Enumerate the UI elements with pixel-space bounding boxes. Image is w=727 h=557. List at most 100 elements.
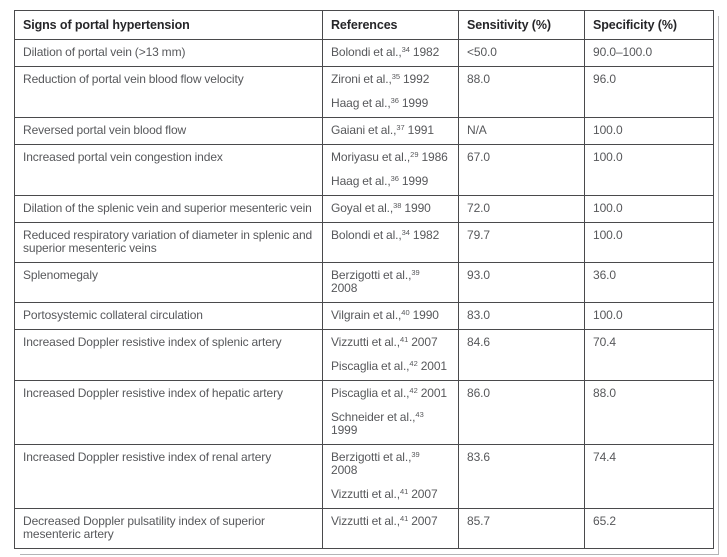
reference-number: 37 [396,123,405,132]
sensitivity-cell: <50.0 [458,39,585,67]
reference-number: 41 [399,335,409,344]
reference: Zironi et al.,35 1992 [331,72,430,86]
table-body: Dilation of portal vein (>13 mm) Bolondi … [14,39,714,549]
reference: Gaiani et al.,37 1991 [331,123,434,137]
references-cell: Bolondi et al.,34 1982 [322,222,459,263]
reference-number: 39 [411,268,420,277]
reference-number: 38 [393,201,402,210]
reference: Haag et al.,36 1999 [331,96,429,110]
table-row: Reduction of portal vein blood flow velo… [14,66,714,118]
sign-cell: Portosystemic collateral circulation [14,302,323,330]
sensitivity-cell: 83.6 [458,444,585,509]
reference-number: 29 [410,150,419,159]
specificity-cell: 90.0–100.0 [584,39,714,67]
sign-cell: Increased portal vein congestion index [14,144,323,196]
column-header-1: Signs of portal hypertension [14,10,323,40]
table-row: Reduced respiratory variation of diamete… [14,222,714,263]
specificity-cell: 100.0 [584,302,714,330]
sensitivity-cell: 79.7 [458,222,585,263]
specificity-cell: 100.0 [584,117,714,145]
table-row: Portosystemic collateral circulation Vilg… [14,302,714,330]
table-row: Increased Doppler resistive index of ren… [14,444,714,509]
references-cell: Goyal et al.,38 1990 [322,195,459,223]
reference-number: 43 [415,410,424,419]
sensitivity-cell: 67.0 [458,144,585,196]
specificity-cell: 70.4 [584,329,714,381]
reference: Berzigotti et al.,39 2008 [331,450,420,477]
reference: Vilgrain et al.,40 1990 [331,308,439,322]
sign-cell: Decreased Doppler pulsatility index of s… [14,508,323,549]
specificity-cell: 100.0 [584,195,714,223]
sign-cell: Reduced respiratory variation of diamete… [14,222,323,263]
table-row: Dilation of portal vein (>13 mm) Bolondi … [14,39,714,67]
sign-cell: Dilation of the splenic vein and superio… [14,195,323,223]
sign-cell: Increased Doppler resistive index of spl… [14,329,323,381]
reference-number: 42 [409,386,418,395]
reference: Piscaglia et al.,42 2001 [331,359,447,373]
specificity-cell: 100.0 [584,222,714,263]
specificity-cell: 36.0 [584,262,714,303]
specificity-cell: 96.0 [584,66,714,118]
sensitivity-cell: 85.7 [458,508,585,549]
references-cell: Vilgrain et al.,40 1990 [322,302,459,330]
reference-number: 39 [411,450,420,459]
reference: Vizzutti et al.,41 2007 [331,514,438,528]
table-row: Splenomegaly Berzigotti et al.,39 2008 93.0… [14,262,714,303]
table-row: Dilation of the splenic vein and superio… [14,195,714,223]
references-cell: Gaiani et al.,37 1991 [322,117,459,145]
column-header-4: Specificity (%) [584,10,714,40]
reference-number: 34 [401,228,410,237]
references-cell: Piscaglia et al.,42 2001 Schneider et al.… [322,380,459,445]
header-row: Signs of portal hypertension References Se… [14,10,714,40]
sensitivity-cell: 72.0 [458,195,585,223]
reference: Vizzutti et al.,41 2007 [331,335,438,349]
reference: Bolondi et al.,34 1982 [331,45,440,59]
specificity-cell: 100.0 [584,144,714,196]
reference: Goyal et al.,38 1990 [331,201,431,215]
table-row: Increased Doppler resistive index of spl… [14,329,714,381]
sensitivity-cell: N/A [458,117,585,145]
reference-number: 36 [390,96,399,105]
table-row: Reversed portal vein blood flow Gaiani et… [14,117,714,145]
references-cell: Vizzutti et al.,41 2007 Piscaglia et al.,… [322,329,459,381]
reference: Bolondi et al.,34 1982 [331,228,440,242]
sign-cell: Increased Doppler resistive index of ren… [14,444,323,509]
sign-cell: Increased Doppler resistive index of hep… [14,380,323,445]
references-cell: Bolondi et al.,34 1982 [322,39,459,67]
references-cell: Vizzutti et al.,41 2007 [322,508,459,549]
reference-number: 42 [409,359,418,368]
reference-number: 34 [401,45,410,54]
table-header: Signs of portal hypertension References Se… [14,10,714,40]
table-row: Increased Doppler resistive index of hep… [14,380,714,445]
references-cell: Berzigotti et al.,39 2008 Vizzutti et al.,… [322,444,459,509]
table-row: Increased portal vein congestion index Mo… [14,144,714,196]
references-cell: Berzigotti et al.,39 2008 [322,262,459,303]
table-row: Decreased Doppler pulsatility index of s… [14,508,714,549]
sign-cell: Reduction of portal vein blood flow velo… [14,66,323,118]
sign-cell: Reversed portal vein blood flow [14,117,323,145]
reference-number: 40 [401,308,410,317]
column-header-3: Sensitivity (%) [458,10,585,40]
reference: Berzigotti et al.,39 2008 [331,268,420,295]
sensitivity-cell: 84.6 [458,329,585,381]
specificity-cell: 65.2 [584,508,714,549]
sensitivity-cell: 86.0 [458,380,585,445]
reference: Moriyasu et al.,29 1986 [331,150,448,164]
reference-number: 41 [399,487,409,496]
references-cell: Moriyasu et al.,29 1986 Haag et al.,36 19… [322,144,459,196]
sign-cell: Dilation of portal vein (>13 mm) [14,39,323,67]
reference-number: 36 [390,174,399,183]
sensitivity-cell: 93.0 [458,262,585,303]
portal-hypertension-table: Signs of portal hypertension References Se… [14,10,714,549]
reference: Haag et al.,36 1999 [331,174,429,188]
specificity-cell: 74.4 [584,444,714,509]
reference-number: 41 [399,514,409,523]
reference: Schneider et al.,43 1999 [331,410,424,437]
reference-number: 35 [391,72,401,81]
sensitivity-cell: 88.0 [458,66,585,118]
reference: Piscaglia et al.,42 2001 [331,386,447,400]
sensitivity-cell: 83.0 [458,302,585,330]
references-cell: Zironi et al.,35 1992 Haag et al.,36 1999 [322,66,459,118]
specificity-cell: 88.0 [584,380,714,445]
